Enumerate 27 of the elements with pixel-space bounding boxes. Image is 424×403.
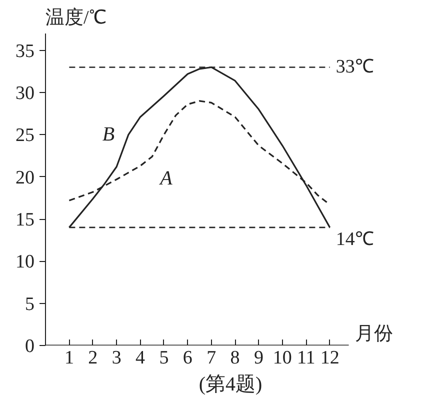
x-tick-label: 10 bbox=[272, 348, 292, 368]
x-axis-title: 月份 bbox=[354, 324, 393, 344]
y-tick-label: 15 bbox=[16, 210, 34, 231]
y-tick-label: 30 bbox=[16, 83, 34, 104]
series-label: A bbox=[158, 168, 174, 190]
y-tick-label: 5 bbox=[25, 294, 34, 315]
y-axis-title: 温度/℃ bbox=[46, 6, 107, 28]
x-tick-label: 11 bbox=[296, 348, 316, 368]
series-label: B bbox=[102, 124, 115, 146]
y-tick-label: 20 bbox=[16, 167, 34, 188]
y-tick-label: 35 bbox=[16, 40, 34, 62]
x-tick-label: 9 bbox=[254, 348, 264, 368]
x-tick-label: 2 bbox=[88, 348, 98, 368]
x-tick-label: 5 bbox=[159, 348, 169, 368]
x-tick-label: 4 bbox=[136, 348, 146, 368]
x-tick-label: 6 bbox=[182, 348, 192, 368]
x-tick-label: 3 bbox=[112, 348, 122, 368]
x-tick-label: 8 bbox=[230, 348, 240, 368]
y-tick-label: 25 bbox=[16, 125, 34, 146]
ref-line-label: 33℃ bbox=[336, 56, 374, 78]
x-tick-label: 7 bbox=[206, 348, 216, 368]
x-tick-label: 12 bbox=[320, 348, 340, 368]
y-tick-label: 0 bbox=[25, 336, 34, 357]
ref-line-label: 14℃ bbox=[336, 228, 374, 250]
y-tick-label: 10 bbox=[16, 252, 34, 273]
text: (第4题) bbox=[198, 374, 262, 396]
x-tick-label: 1 bbox=[64, 348, 74, 368]
